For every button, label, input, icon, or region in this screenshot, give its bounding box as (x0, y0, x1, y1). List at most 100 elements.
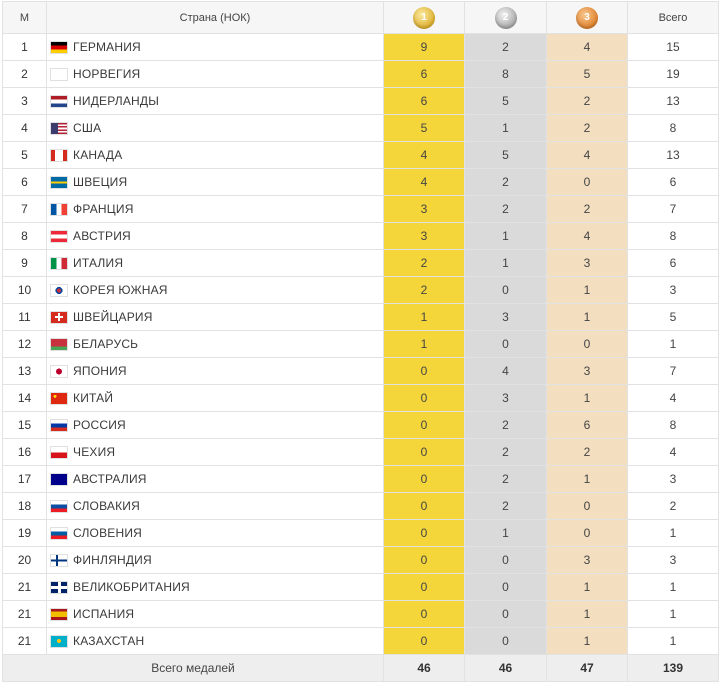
table-row[interactable]: 6 ШВЕЦИЯ 4 2 0 6 (2, 168, 719, 196)
silver-count: 2 (464, 465, 547, 493)
belarus-flag-icon (51, 338, 67, 350)
total-header[interactable]: Всего (627, 1, 719, 34)
table-row[interactable]: 10 КОРЕЯ ЮЖНАЯ 2 0 1 3 (2, 276, 719, 304)
country-cell[interactable]: ЯПОНИЯ (46, 357, 384, 385)
rank-cell: 11 (2, 303, 47, 331)
gold-count: 1 (383, 303, 465, 331)
country-cell[interactable]: КАЗАХСТАН (46, 627, 384, 655)
silver-header[interactable]: 2 (464, 1, 547, 34)
country-name[interactable]: КАНАДА (73, 148, 123, 162)
gold-count: 6 (383, 60, 465, 88)
table-row[interactable]: 17 АВСТРАЛИЯ 0 2 1 3 (2, 465, 719, 493)
country-name[interactable]: АВСТРАЛИЯ (73, 472, 147, 486)
table-row[interactable]: 7 ФРАНЦИЯ 3 2 2 7 (2, 195, 719, 223)
table-row[interactable]: 5 КАНАДА 4 5 4 13 (2, 141, 719, 169)
country-cell[interactable]: ГЕРМАНИЯ (46, 33, 384, 61)
bronze-header[interactable]: 3 (546, 1, 628, 34)
country-cell[interactable]: НИДЕРЛАНДЫ (46, 87, 384, 115)
country-name[interactable]: РОССИЯ (73, 418, 126, 432)
country-cell[interactable]: СЛОВЕНИЯ (46, 519, 384, 547)
table-row[interactable]: 13 ЯПОНИЯ 0 4 3 7 (2, 357, 719, 385)
country-name[interactable]: НИДЕРЛАНДЫ (73, 94, 160, 108)
table-row[interactable]: 11 ШВЕЙЦАРИЯ 1 3 1 5 (2, 303, 719, 331)
table-row[interactable]: 20 ФИНЛЯНДИЯ 0 0 3 3 (2, 546, 719, 574)
gold-count: 0 (383, 411, 465, 439)
table-row[interactable]: 21 ВЕЛИКОБРИТАНИЯ 0 0 1 1 (2, 573, 719, 601)
bronze-count: 1 (546, 303, 628, 331)
silver-count: 1 (464, 222, 547, 250)
country-cell[interactable]: СЛОВАКИЯ (46, 492, 384, 520)
country-name[interactable]: АВСТРИЯ (73, 229, 131, 243)
country-cell[interactable]: РОССИЯ (46, 411, 384, 439)
country-name[interactable]: КОРЕЯ ЮЖНАЯ (73, 283, 168, 297)
bronze-count: 1 (546, 384, 628, 412)
table-row[interactable]: 9 ИТАЛИЯ 2 1 3 6 (2, 249, 719, 277)
total-count: 8 (627, 222, 719, 250)
country-cell[interactable]: ИТАЛИЯ (46, 249, 384, 277)
silver-count: 0 (464, 600, 547, 628)
country-cell[interactable]: ШВЕЙЦАРИЯ (46, 303, 384, 331)
bronze-count: 5 (546, 60, 628, 88)
bronze-count: 4 (546, 222, 628, 250)
country-name[interactable]: НОРВЕГИЯ (73, 67, 141, 81)
country-cell[interactable]: АВСТРАЛИЯ (46, 465, 384, 493)
country-cell[interactable]: ВЕЛИКОБРИТАНИЯ (46, 573, 384, 601)
gold-count: 3 (383, 222, 465, 250)
country-name[interactable]: ИСПАНИЯ (73, 607, 135, 621)
silver-count: 1 (464, 114, 547, 142)
total-count: 8 (627, 114, 719, 142)
country-name[interactable]: США (73, 121, 102, 135)
gold-count: 1 (383, 330, 465, 358)
gold-count: 2 (383, 249, 465, 277)
country-cell[interactable]: ФИНЛЯНДИЯ (46, 546, 384, 574)
country-name[interactable]: ГЕРМАНИЯ (73, 40, 141, 54)
country-cell[interactable]: БЕЛАРУСЬ (46, 330, 384, 358)
table-row[interactable]: 12 БЕЛАРУСЬ 1 0 0 1 (2, 330, 719, 358)
country-name[interactable]: ВЕЛИКОБРИТАНИЯ (73, 580, 190, 594)
country-name[interactable]: СЛОВЕНИЯ (73, 526, 143, 540)
totals-silver: 46 (464, 654, 547, 682)
country-header[interactable]: Страна (НОК) (46, 1, 384, 34)
country-name[interactable]: СЛОВАКИЯ (73, 499, 140, 513)
table-row[interactable]: 2 НОРВЕГИЯ 6 8 5 19 (2, 60, 719, 88)
rank-cell: 3 (2, 87, 47, 115)
country-name[interactable]: ИТАЛИЯ (73, 256, 124, 270)
country-name[interactable]: ЧЕХИЯ (73, 445, 116, 459)
country-cell[interactable]: ИСПАНИЯ (46, 600, 384, 628)
gold-count: 4 (383, 168, 465, 196)
country-cell[interactable]: АВСТРИЯ (46, 222, 384, 250)
country-cell[interactable]: ЧЕХИЯ (46, 438, 384, 466)
table-row[interactable]: 21 ИСПАНИЯ 0 0 1 1 (2, 600, 719, 628)
country-cell[interactable]: НОРВЕГИЯ (46, 60, 384, 88)
table-row[interactable]: 14 КИТАЙ 0 3 1 4 (2, 384, 719, 412)
table-row[interactable]: 4 США 5 1 2 8 (2, 114, 719, 142)
table-row[interactable]: 21 КАЗАХСТАН 0 0 1 1 (2, 627, 719, 655)
country-name[interactable]: КАЗАХСТАН (73, 634, 145, 648)
country-name[interactable]: ШВЕЙЦАРИЯ (73, 310, 153, 324)
gold-header[interactable]: 1 (383, 1, 465, 34)
country-cell[interactable]: США (46, 114, 384, 142)
table-row[interactable]: 3 НИДЕРЛАНДЫ 6 5 2 13 (2, 87, 719, 115)
country-cell[interactable]: КАНАДА (46, 141, 384, 169)
rank-cell: 15 (2, 411, 47, 439)
country-cell[interactable]: ШВЕЦИЯ (46, 168, 384, 196)
country-cell[interactable]: КОРЕЯ ЮЖНАЯ (46, 276, 384, 304)
country-cell[interactable]: ФРАНЦИЯ (46, 195, 384, 223)
rank-header[interactable]: М (2, 1, 47, 34)
country-name[interactable]: ШВЕЦИЯ (73, 175, 128, 189)
country-cell[interactable]: КИТАЙ (46, 384, 384, 412)
country-name[interactable]: ФИНЛЯНДИЯ (73, 553, 152, 567)
table-row[interactable]: 8 АВСТРИЯ 3 1 4 8 (2, 222, 719, 250)
table-row[interactable]: 19 СЛОВЕНИЯ 0 1 0 1 (2, 519, 719, 547)
australia-flag-icon (51, 473, 67, 485)
gold-count: 0 (383, 438, 465, 466)
table-row[interactable]: 16 ЧЕХИЯ 0 2 2 4 (2, 438, 719, 466)
country-name[interactable]: КИТАЙ (73, 391, 114, 405)
table-row[interactable]: 1 ГЕРМАНИЯ 9 2 4 15 (2, 33, 719, 61)
country-name[interactable]: ЯПОНИЯ (73, 364, 127, 378)
table-row[interactable]: 15 РОССИЯ 0 2 6 8 (2, 411, 719, 439)
country-name[interactable]: ФРАНЦИЯ (73, 202, 134, 216)
silver-count: 0 (464, 627, 547, 655)
table-row[interactable]: 18 СЛОВАКИЯ 0 2 0 2 (2, 492, 719, 520)
country-name[interactable]: БЕЛАРУСЬ (73, 337, 139, 351)
